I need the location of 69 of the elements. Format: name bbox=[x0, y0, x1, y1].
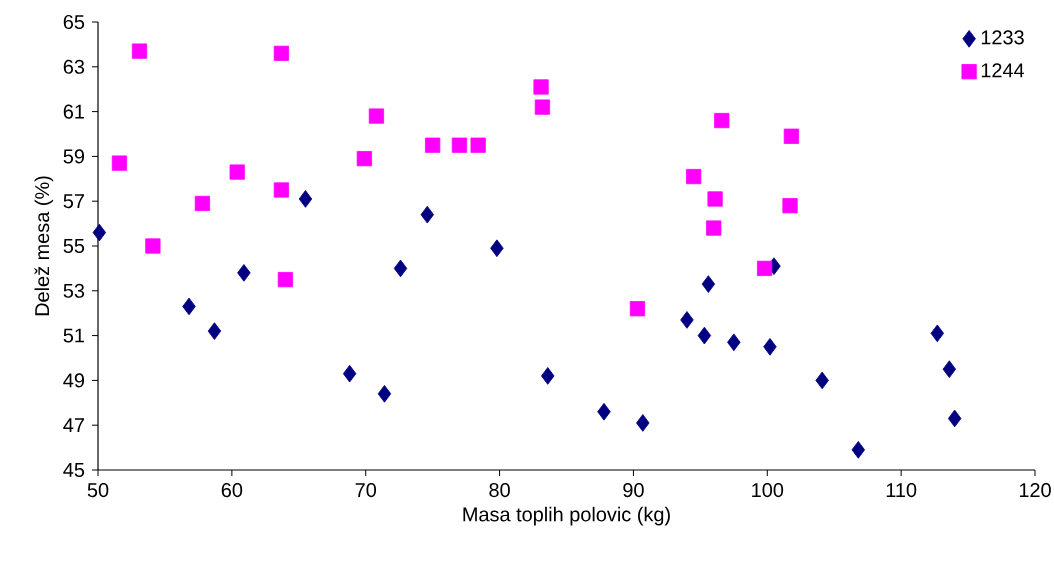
point bbox=[597, 402, 611, 421]
x-tick-label: 90 bbox=[623, 483, 644, 498]
point bbox=[851, 441, 865, 459]
point bbox=[636, 414, 650, 432]
point bbox=[182, 297, 196, 316]
point bbox=[368, 108, 385, 124]
point bbox=[541, 367, 555, 385]
point bbox=[947, 409, 962, 428]
point bbox=[534, 99, 550, 115]
x-axis-title: Masa toplih polovic (kg) bbox=[463, 506, 670, 526]
point bbox=[277, 272, 293, 288]
point bbox=[727, 333, 741, 352]
point bbox=[111, 155, 128, 171]
y-tick-label: 45 bbox=[63, 463, 85, 477]
legend-label: 1244 bbox=[981, 63, 1025, 78]
x-tick-label: 80 bbox=[489, 483, 510, 498]
point bbox=[92, 223, 107, 242]
point bbox=[490, 239, 504, 258]
point bbox=[237, 264, 251, 282]
point bbox=[298, 190, 313, 208]
point bbox=[533, 79, 549, 95]
y-tick-label: 65 bbox=[63, 14, 85, 30]
x-tick-label: 50 bbox=[87, 483, 109, 498]
y-tick-label: 47 bbox=[63, 418, 84, 433]
point bbox=[629, 301, 646, 317]
point bbox=[229, 164, 245, 180]
point bbox=[393, 259, 408, 278]
point bbox=[470, 137, 486, 153]
point bbox=[701, 275, 716, 293]
point bbox=[783, 128, 799, 144]
point bbox=[706, 220, 722, 236]
x-tick-label: 60 bbox=[221, 483, 243, 498]
point bbox=[131, 43, 148, 59]
point bbox=[763, 338, 777, 356]
point bbox=[356, 151, 372, 167]
point bbox=[686, 168, 702, 185]
point bbox=[930, 324, 944, 343]
point bbox=[273, 45, 289, 61]
y-tick-label: 49 bbox=[63, 373, 85, 388]
y-tick-label: 53 bbox=[63, 283, 85, 298]
point bbox=[942, 360, 957, 378]
point bbox=[420, 205, 434, 224]
y-tick-label: 59 bbox=[63, 149, 85, 164]
point bbox=[425, 137, 441, 153]
point bbox=[194, 195, 211, 212]
point bbox=[273, 182, 289, 198]
point bbox=[757, 260, 773, 276]
point bbox=[714, 112, 730, 129]
point bbox=[782, 198, 798, 214]
point bbox=[377, 385, 392, 403]
y-tick-label: 57 bbox=[63, 194, 84, 209]
point bbox=[342, 364, 357, 383]
legend-label: 1233 bbox=[981, 30, 1024, 45]
x-tick-label: 70 bbox=[355, 483, 377, 498]
point bbox=[697, 326, 712, 345]
x-tick-label: 100 bbox=[752, 483, 784, 498]
x-tick-label: 110 bbox=[886, 483, 917, 498]
point bbox=[207, 322, 222, 340]
x-tick-label: 120 bbox=[1019, 483, 1051, 498]
y-axis-title: Delež mesa (%) bbox=[34, 176, 54, 316]
point bbox=[680, 311, 694, 329]
point bbox=[707, 191, 723, 207]
point bbox=[145, 238, 161, 254]
point bbox=[815, 371, 829, 390]
y-tick-label: 55 bbox=[63, 239, 85, 253]
point bbox=[451, 137, 468, 153]
y-tick-label: 51 bbox=[63, 328, 84, 343]
y-tick-label: 61 bbox=[63, 104, 84, 119]
y-tick-label: 63 bbox=[63, 59, 85, 74]
